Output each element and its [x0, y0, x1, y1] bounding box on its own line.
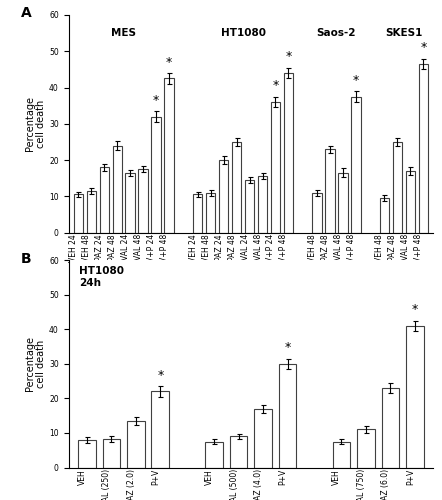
- Bar: [312, 192, 322, 232]
- Bar: [258, 176, 267, 233]
- Text: SKES1: SKES1: [385, 28, 423, 38]
- Bar: [193, 194, 202, 232]
- Bar: [406, 171, 415, 232]
- Bar: [325, 149, 335, 232]
- Bar: [164, 78, 174, 233]
- Bar: [332, 442, 350, 468]
- Text: HT1080: HT1080: [221, 28, 266, 38]
- Bar: [406, 326, 423, 468]
- Bar: [127, 421, 145, 468]
- Text: MES: MES: [111, 28, 136, 38]
- Y-axis label: Percentage
cell death: Percentage cell death: [25, 336, 46, 391]
- Bar: [126, 172, 135, 233]
- Text: *: *: [166, 56, 172, 68]
- Text: *: *: [286, 50, 292, 63]
- Bar: [254, 408, 272, 468]
- Text: Saos-2: Saos-2: [317, 28, 356, 38]
- Text: HT1080
24h: HT1080 24h: [80, 266, 125, 288]
- Bar: [73, 194, 83, 232]
- Text: *: *: [412, 304, 418, 316]
- Text: B: B: [21, 252, 32, 266]
- Bar: [419, 64, 428, 232]
- Bar: [99, 167, 109, 232]
- Text: *: *: [284, 342, 291, 354]
- Bar: [138, 169, 148, 232]
- Bar: [380, 198, 389, 232]
- Text: *: *: [353, 74, 359, 87]
- Bar: [232, 142, 241, 233]
- Bar: [219, 160, 228, 232]
- Bar: [78, 440, 95, 468]
- Bar: [351, 96, 361, 232]
- Text: *: *: [272, 79, 278, 92]
- Bar: [113, 146, 122, 233]
- Bar: [271, 102, 280, 232]
- Text: *: *: [153, 94, 159, 106]
- Text: A: A: [21, 6, 32, 20]
- Bar: [357, 430, 375, 468]
- Bar: [338, 172, 348, 233]
- Bar: [206, 192, 215, 232]
- Text: *: *: [420, 41, 427, 54]
- Bar: [87, 191, 96, 232]
- Bar: [230, 436, 248, 468]
- Bar: [381, 388, 399, 468]
- Bar: [103, 439, 120, 468]
- Bar: [152, 116, 161, 232]
- Bar: [206, 442, 223, 468]
- Bar: [152, 392, 169, 468]
- Bar: [279, 364, 296, 468]
- Text: *: *: [157, 369, 164, 382]
- Y-axis label: Percentage
cell death: Percentage cell death: [25, 96, 46, 151]
- Bar: [245, 180, 254, 233]
- Bar: [284, 73, 293, 233]
- Bar: [393, 142, 402, 233]
